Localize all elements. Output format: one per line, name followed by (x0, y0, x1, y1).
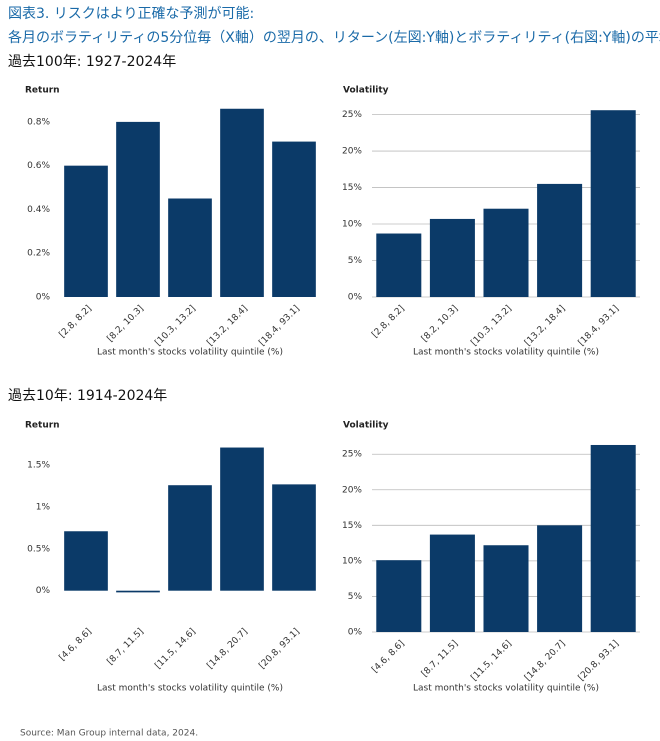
y-tick-label: 0.8% (27, 117, 50, 127)
bar (483, 545, 529, 632)
y-tick-label: 20% (342, 485, 362, 495)
y-tick-label: 0% (36, 293, 51, 303)
chart-title: Volatility (343, 421, 389, 431)
x-axis-label: Last month's stocks volatility quintile … (413, 348, 599, 358)
y-tick-label: 15% (342, 521, 362, 531)
y-tick-label: 0.6% (27, 161, 50, 171)
bar (220, 447, 264, 591)
bar (483, 208, 529, 297)
bar (220, 108, 264, 297)
bar (590, 444, 636, 632)
x-tick-label: [14.8, 20.7] (523, 639, 567, 683)
chart-title: Return (25, 421, 60, 431)
bar (429, 534, 475, 632)
bar (376, 560, 422, 632)
y-tick-label: 1% (36, 502, 51, 512)
bar (116, 121, 160, 297)
x-tick-label: [8.2, 10.3] (420, 304, 460, 344)
x-tick-label: [20.8, 93.1] (577, 639, 621, 683)
x-tick-label: [2.8, 8.2] (370, 304, 406, 340)
y-tick-label: 0.5% (27, 544, 50, 554)
x-tick-label: [11.5, 14.6] (153, 627, 197, 671)
y-tick-label: 0% (36, 586, 51, 596)
x-tick-label: [2.8, 8.2] (58, 304, 94, 340)
bar (168, 198, 212, 297)
x-axis-label: Last month's stocks volatility quintile … (413, 684, 599, 694)
section-label: 過去100年: 1927-2024年 (8, 54, 176, 70)
x-tick-label: [20.8, 93.1] (257, 627, 301, 671)
bar (537, 183, 583, 297)
y-tick-label: 10% (342, 556, 362, 566)
x-tick-label: [8.7, 11.5] (106, 627, 146, 667)
bar (590, 110, 636, 297)
bar (376, 233, 422, 297)
x-axis-label: Last month's stocks volatility quintile … (97, 348, 283, 358)
x-tick-label: [10.3, 13.2] (469, 304, 513, 348)
x-tick-label: [8.2, 10.3] (106, 304, 146, 344)
x-tick-label: [18.4, 93.1] (577, 304, 621, 348)
y-tick-label: 25% (342, 450, 362, 460)
x-tick-label: [13.2, 18.4] (205, 304, 249, 348)
y-tick-label: 5% (348, 592, 363, 602)
x-tick-label: [14.8, 20.7] (205, 627, 249, 671)
y-tick-label: 1.5% (27, 461, 50, 471)
x-tick-label: [10.3, 13.2] (153, 304, 197, 348)
x-tick-label: [18.4, 93.1] (257, 304, 301, 348)
bar (272, 484, 316, 591)
bar (116, 590, 160, 593)
x-tick-label: [4.6, 8.6] (58, 627, 94, 663)
x-tick-label: [11.5, 14.6] (469, 639, 513, 683)
x-tick-label: [4.6, 8.6] (370, 639, 406, 675)
y-tick-label: 20% (342, 147, 362, 157)
y-tick-label: 0.2% (27, 249, 50, 259)
x-axis-label: Last month's stocks volatility quintile … (97, 684, 283, 694)
x-tick-label: [13.2, 18.4] (523, 304, 567, 348)
x-tick-label: [8.7, 11.5] (420, 639, 460, 679)
section-label: 過去10年: 1914-2024年 (8, 388, 167, 404)
source: Source: Man Group internal data, 2024. (20, 729, 198, 739)
chart-title: Volatility (343, 86, 389, 96)
bar (272, 141, 316, 297)
y-tick-label: 5% (348, 256, 363, 266)
bar (537, 525, 583, 632)
bar (168, 485, 212, 591)
y-tick-label: 15% (342, 183, 362, 193)
bar (64, 165, 108, 297)
header-title: 図表3. リスクはより正確な予測が可能: (8, 6, 254, 22)
y-tick-label: 10% (342, 220, 362, 230)
bar (429, 218, 475, 297)
bar (64, 531, 108, 591)
y-tick-label: 0% (348, 293, 363, 303)
y-tick-label: 0% (348, 628, 363, 638)
y-tick-label: 0.4% (27, 205, 50, 215)
header-subtitle: 各月のボラティリティの5分位毎（X軸）の翌月の、リターン(左図:Y軸)とボラティ… (8, 30, 660, 46)
y-tick-label: 25% (342, 110, 362, 120)
chart-title: Return (25, 86, 60, 96)
